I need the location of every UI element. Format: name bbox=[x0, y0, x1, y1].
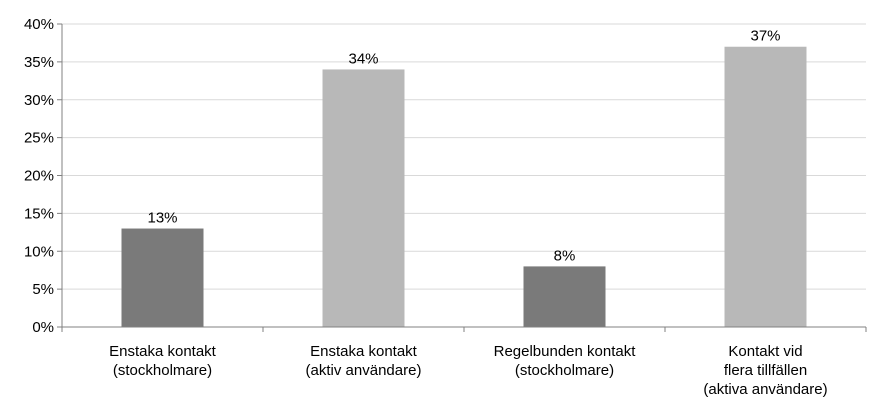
category-label-line: Kontakt vid bbox=[728, 343, 802, 360]
bars bbox=[121, 46, 807, 327]
y-tick-label: 5% bbox=[32, 281, 54, 298]
category-label-line: (stockholmare) bbox=[113, 362, 212, 379]
y-tick-label: 10% bbox=[24, 243, 54, 260]
category-label: Regelbunden kontakt (stockholmare) bbox=[494, 343, 637, 379]
bar bbox=[724, 46, 807, 327]
data-label: 34% bbox=[348, 50, 378, 67]
data-label: 13% bbox=[147, 210, 177, 227]
axes bbox=[57, 23, 867, 332]
category-label-line: Regelbunden kontakt bbox=[494, 343, 637, 360]
data-labels: 13% 34% 8% 37% bbox=[147, 28, 780, 265]
category-label-line: flera tillfällen bbox=[724, 362, 807, 379]
y-tick-label: 15% bbox=[24, 205, 54, 222]
bar bbox=[523, 266, 606, 327]
bar bbox=[322, 69, 405, 327]
category-label-line: Enstaka kontakt bbox=[109, 343, 217, 360]
bar bbox=[121, 228, 204, 327]
category-label: Enstaka kontakt (stockholmare) bbox=[109, 343, 217, 379]
y-tick-label: 0% bbox=[32, 319, 54, 336]
y-tick-label: 20% bbox=[24, 168, 54, 185]
category-label-line: (stockholmare) bbox=[515, 362, 614, 379]
data-label: 8% bbox=[554, 247, 576, 264]
y-tick-label: 40% bbox=[24, 16, 54, 33]
category-label: Enstaka kontakt (aktiv användare) bbox=[306, 343, 422, 379]
category-label: Kontakt vid flera tillfällen (aktiva använ… bbox=[703, 343, 827, 398]
category-labels: Enstaka kontakt (stockholmare)Enstaka kon… bbox=[109, 343, 827, 398]
y-tick-label: 30% bbox=[24, 92, 54, 109]
y-tick-label: 35% bbox=[24, 54, 54, 71]
y-tick-label: 25% bbox=[24, 130, 54, 147]
category-label-line: (aktiva användare) bbox=[703, 381, 827, 398]
data-label: 37% bbox=[750, 28, 780, 45]
category-label-line: Enstaka kontakt bbox=[310, 343, 418, 360]
y-tick-labels: 0% 5% 10% 15% 20% 25% 30% 35% 40% bbox=[24, 16, 54, 336]
category-label-line: (aktiv användare) bbox=[306, 362, 422, 379]
